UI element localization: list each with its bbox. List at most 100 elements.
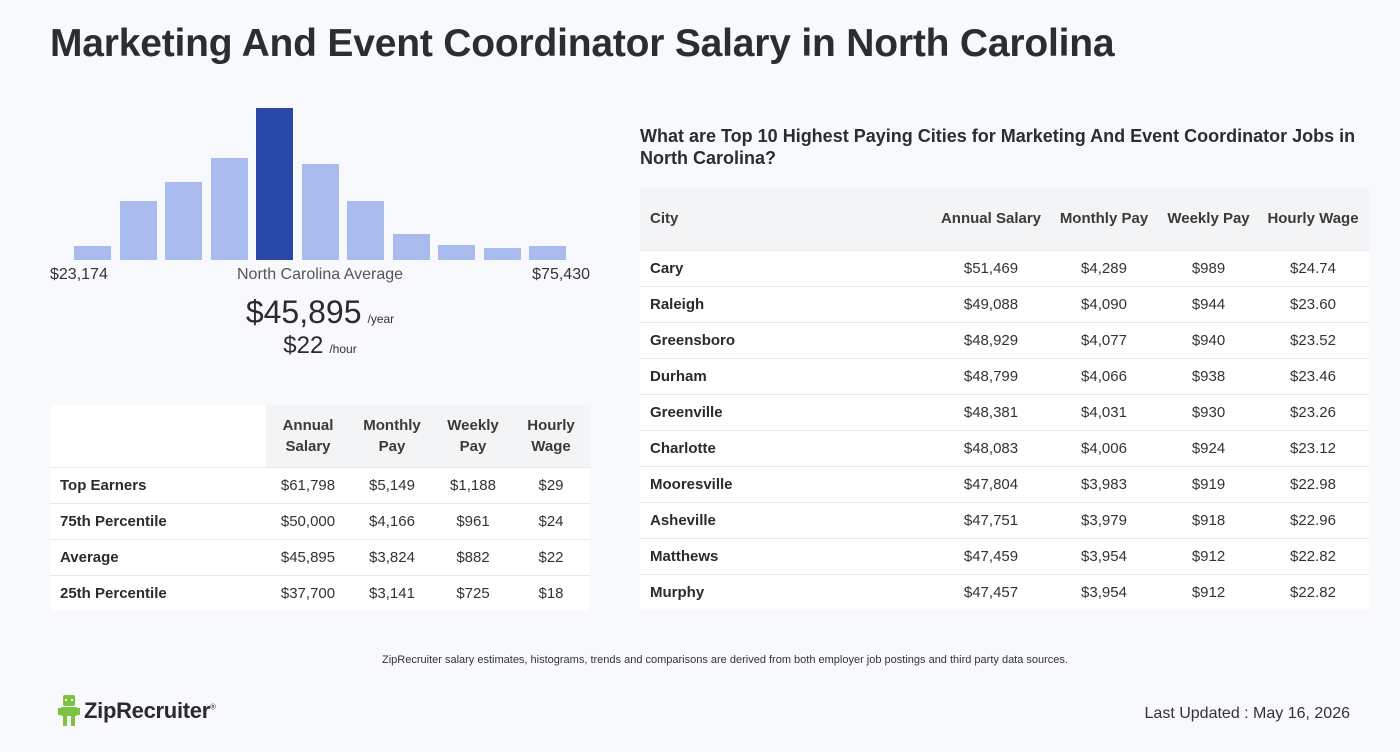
city-row: Mooresville $47,804 $3,983 $919 $22.98 — [640, 465, 1369, 502]
histogram-bar — [210, 158, 248, 260]
weekly-pay-cell: $918 — [1160, 501, 1257, 538]
hourly-wage-cell: $29 — [512, 466, 590, 503]
logo-text: ZipRecruiter® — [84, 698, 216, 723]
data-disclaimer: ZipRecruiter salary estimates, histogram… — [382, 654, 1068, 666]
city-row: Greenville $48,381 $4,031 $930 $23.26 — [640, 393, 1369, 430]
hourly-wage-cell: $23.60 — [1257, 285, 1369, 322]
header-monthly-pay: Monthly Pay — [350, 405, 434, 467]
hourly-wage-cell: $24.74 — [1257, 249, 1369, 286]
monthly-pay-cell: $4,166 — [350, 502, 434, 539]
row-label: 25th Percentile — [50, 574, 266, 611]
city-row: Cary $51,469 $4,289 $989 $24.74 — [640, 249, 1369, 286]
annual-salary-cell: $47,457 — [934, 573, 1048, 610]
header-hourly-wage: Hourly Wage — [512, 405, 590, 467]
hourly-wage-cell: $24 — [512, 502, 590, 539]
city-name-cell: Mooresville — [640, 465, 934, 502]
cities-table-header: City Annual Salary Monthly Pay Weekly Pa… — [640, 188, 1369, 250]
header-city: City — [640, 188, 934, 250]
histogram-bar — [165, 182, 202, 260]
monthly-pay-cell: $3,979 — [1048, 501, 1160, 538]
weekly-pay-cell: $924 — [1160, 429, 1257, 466]
average-annual-salary: $45,895/year — [50, 294, 590, 331]
hourly-wage-unit: /hour — [329, 342, 357, 356]
percentile-row: Top Earners $61,798 $5,149 $1,188 $29 — [50, 466, 590, 503]
weekly-pay-cell: $912 — [1160, 573, 1257, 610]
weekly-pay-cell: $882 — [434, 538, 512, 575]
weekly-pay-cell: $944 — [1160, 285, 1257, 322]
annual-salary-cell: $47,459 — [934, 537, 1048, 574]
hourly-wage-cell: $22.82 — [1257, 537, 1369, 574]
header-weekly-pay: Weekly Pay — [434, 405, 512, 467]
hourly-wage-cell: $22 — [512, 538, 590, 575]
annual-salary-cell: $48,929 — [934, 321, 1048, 358]
annual-salary-value: $45,895 — [245, 294, 362, 330]
hourly-wage-cell: $22.98 — [1257, 465, 1369, 502]
city-row: Durham $48,799 $4,066 $938 $23.46 — [640, 357, 1369, 394]
percentile-table-header: Annual Salary Monthly Pay Weekly Pay Hou… — [50, 405, 590, 467]
hourly-wage-cell: $22.82 — [1257, 573, 1369, 610]
ziprecruiter-logo[interactable]: ZipRecruiter® — [58, 695, 216, 727]
page-title: Marketing And Event Coordinator Salary i… — [50, 22, 1115, 65]
weekly-pay-cell: $938 — [1160, 357, 1257, 394]
city-row: Raleigh $49,088 $4,090 $944 $23.60 — [640, 285, 1369, 322]
histogram-max-label: $75,430 — [532, 266, 590, 283]
annual-salary-cell: $50,000 — [266, 502, 350, 539]
weekly-pay-cell: $989 — [1160, 249, 1257, 286]
monthly-pay-cell: $3,824 — [350, 538, 434, 575]
city-row: Asheville $47,751 $3,979 $918 $22.96 — [640, 501, 1369, 538]
annual-salary-cell: $48,799 — [934, 357, 1048, 394]
row-label: 75th Percentile — [50, 502, 266, 539]
histogram-bar — [301, 164, 339, 260]
histogram-bar — [483, 247, 521, 260]
histogram-bar — [529, 246, 566, 260]
cities-heading: What are Top 10 Highest Paying Cities fo… — [640, 126, 1356, 168]
histogram-bar — [119, 200, 157, 260]
city-name-cell: Greensboro — [640, 321, 934, 358]
weekly-pay-cell: $930 — [1160, 393, 1257, 430]
header-hourly-wage: Hourly Wage — [1257, 188, 1369, 250]
annual-salary-cell: $37,700 — [266, 574, 350, 611]
annual-salary-cell: $61,798 — [266, 466, 350, 503]
annual-salary-cell: $48,381 — [934, 393, 1048, 430]
annual-salary-cell: $47,751 — [934, 501, 1048, 538]
annual-salary-cell: $49,088 — [934, 285, 1048, 322]
ziprecruiter-mascot-icon — [58, 695, 80, 726]
histogram-bar — [438, 244, 475, 260]
monthly-pay-cell: $4,077 — [1048, 321, 1160, 358]
city-name-cell: Asheville — [640, 501, 934, 538]
annual-salary-cell: $51,469 — [934, 249, 1048, 286]
average-hourly-wage: $22/hour — [50, 332, 590, 360]
histogram-bar — [392, 234, 430, 260]
weekly-pay-cell: $940 — [1160, 321, 1257, 358]
hourly-wage-cell: $23.46 — [1257, 357, 1369, 394]
weekly-pay-cell: $912 — [1160, 537, 1257, 574]
city-row: Matthews $47,459 $3,954 $912 $22.82 — [640, 537, 1369, 574]
monthly-pay-cell: $4,031 — [1048, 393, 1160, 430]
hourly-wage-value: $22 — [283, 332, 324, 359]
monthly-pay-cell: $3,983 — [1048, 465, 1160, 502]
city-row: Greensboro $48,929 $4,077 $940 $23.52 — [640, 321, 1369, 358]
annual-salary-cell: $48,083 — [934, 429, 1048, 466]
hourly-wage-cell: $22.96 — [1257, 501, 1369, 538]
header-blank — [50, 405, 266, 467]
header-annual-salary: Annual Salary — [266, 405, 350, 467]
row-label: Average — [50, 538, 266, 575]
monthly-pay-cell: $4,006 — [1048, 429, 1160, 466]
last-updated: Last Updated : May 16, 2026 — [1144, 705, 1350, 722]
histogram-min-label: $23,174 — [50, 266, 108, 283]
city-name-cell: Greenville — [640, 393, 934, 430]
salary-histogram — [50, 100, 590, 260]
city-name-cell: Murphy — [640, 573, 934, 610]
weekly-pay-cell: $725 — [434, 574, 512, 611]
monthly-pay-cell: $4,289 — [1048, 249, 1160, 286]
percentile-row: Average $45,895 $3,824 $882 $22 — [50, 538, 590, 575]
histogram-bar — [347, 200, 384, 260]
city-name-cell: Raleigh — [640, 285, 934, 322]
row-label: Top Earners — [50, 466, 266, 503]
monthly-pay-cell: $4,090 — [1048, 285, 1160, 322]
header-monthly-pay: Monthly Pay — [1048, 188, 1160, 250]
histogram-bar-average — [256, 108, 293, 260]
city-name-cell: Durham — [640, 357, 934, 394]
annual-salary-unit: /year — [367, 312, 395, 326]
city-row: Charlotte $48,083 $4,006 $924 $23.12 — [640, 429, 1369, 466]
